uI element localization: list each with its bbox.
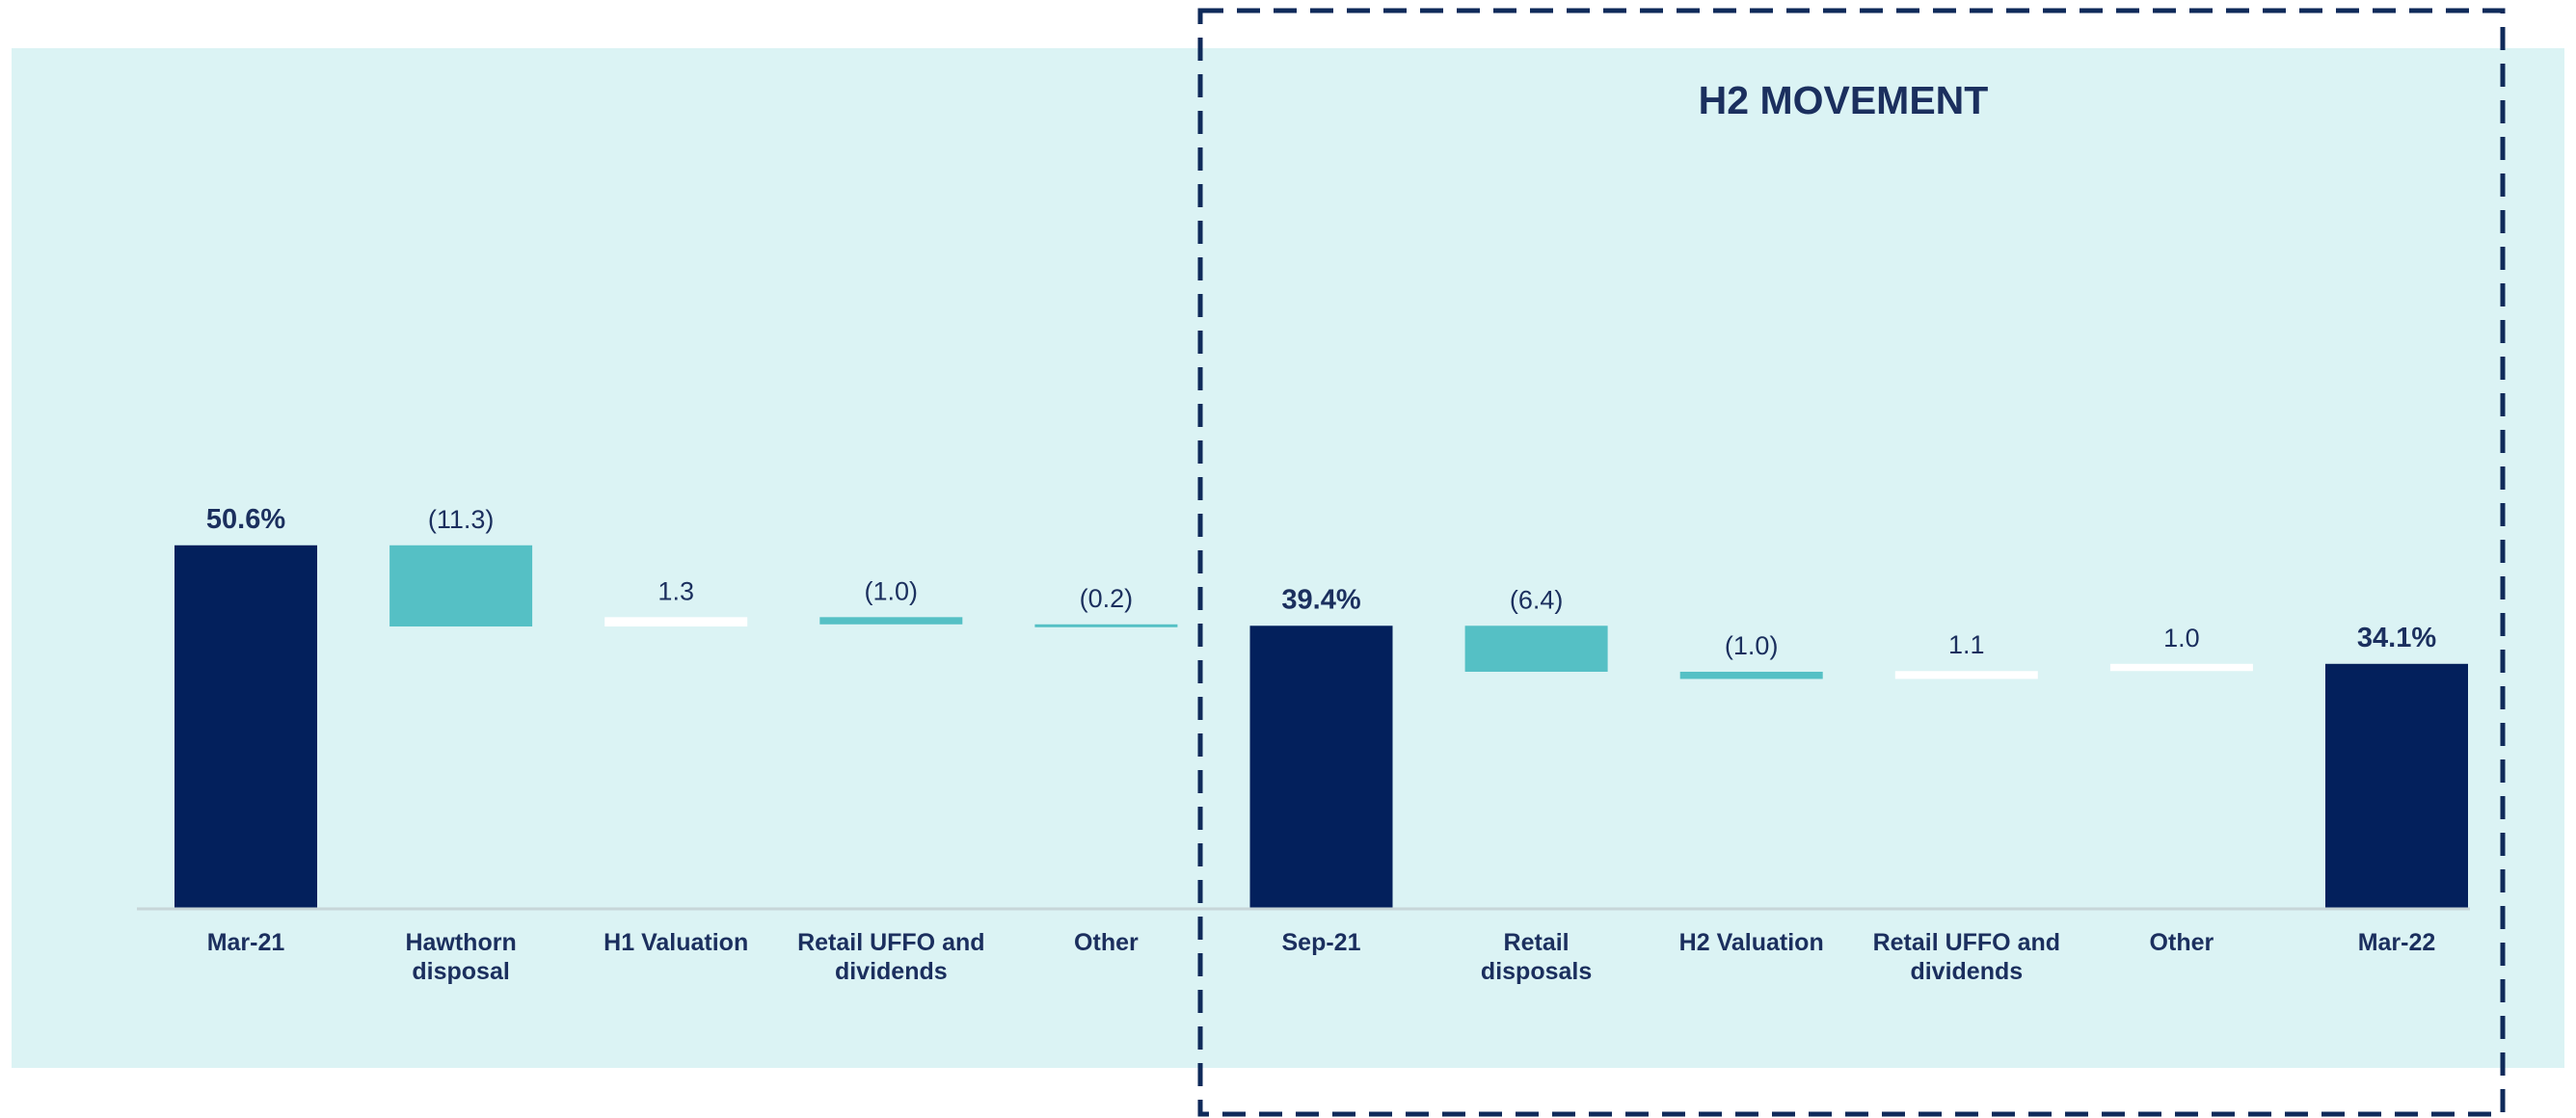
bar-increase — [604, 617, 748, 627]
category-label: H1 Valuation — [604, 929, 748, 956]
bar-increase — [2109, 663, 2253, 672]
category-label: Mar-21 — [207, 929, 285, 956]
data-label: (6.4) — [1510, 585, 1564, 614]
bar-total — [1249, 626, 1393, 909]
h2-highlight-box — [1197, 8, 2506, 1117]
data-labels-layer: 50.6% (11.3) 1.3 (1.0) (0.2) 39.4% (6.4) (1.0) 1… — [206, 504, 2436, 660]
bar-decrease — [389, 545, 533, 627]
bar-decrease — [1464, 626, 1608, 672]
data-label: (1.0) — [865, 576, 919, 605]
category-label: Retail disposals — [1481, 929, 1592, 985]
category-label: Retail UFFO and dividends — [797, 929, 984, 985]
category-label: H2 Valuation — [1679, 929, 1824, 956]
category-label: Retail UFFO and dividends — [1873, 929, 2060, 985]
category-label: Sep-21 — [1282, 929, 1361, 956]
category-label: Hawthorn disposal — [405, 929, 516, 985]
data-label: (11.3) — [428, 505, 495, 534]
data-label: 34.1% — [2357, 623, 2436, 653]
bar-decrease — [1034, 624, 1178, 627]
category-label: Other — [2150, 929, 2214, 956]
data-label: (0.2) — [1080, 584, 1134, 613]
data-label: 39.4% — [1281, 584, 1360, 615]
data-label: 50.6% — [206, 504, 285, 535]
bar-total — [2325, 663, 2468, 909]
category-label: Other — [1074, 929, 1139, 956]
bar-increase — [1894, 671, 2038, 679]
data-label: 1.3 — [657, 576, 694, 605]
data-label: (1.0) — [1725, 631, 1779, 660]
bar-decrease — [1679, 671, 1823, 679]
data-label: 1.0 — [2163, 624, 2200, 652]
bars-layer — [174, 545, 2468, 909]
category-labels-layer: Mar-21 Hawthorn disposal H1 Valuation Retail… — [207, 929, 2436, 985]
h2-movement-label: H2 MOVEMENT — [1699, 78, 1989, 122]
data-label: 1.1 — [1948, 630, 1985, 659]
bar-decrease — [819, 617, 963, 625]
bar-total — [174, 545, 317, 909]
category-label: Mar-22 — [2358, 929, 2436, 956]
